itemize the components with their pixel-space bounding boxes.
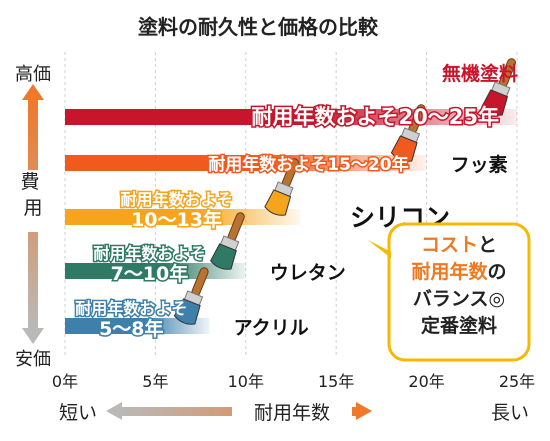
x-tick-label: 25年 [499,372,535,391]
bar [65,318,210,334]
y-axis-title-bg [20,170,46,232]
paint-brush-icon [481,58,517,116]
x-label-long: 長い [491,402,529,424]
y-axis [20,84,46,344]
bar-value-label: 耐用年数およそ [121,190,233,209]
y-axis-arrow-bottom [22,328,44,344]
bar-value-range: 7〜10年 [111,262,189,285]
x-axis-title: 耐用年数 [254,402,330,424]
x-axis-arrow-left [106,402,122,420]
category-label: フッ素 [451,153,508,176]
bar-labels: 耐用年数およそ20〜25年耐用年数およそ15〜20年耐用年数およそ10〜13年耐… [74,104,501,342]
callout: コストと 耐用年数の バランス◎ 定番塗料 [368,222,531,362]
callout-line-4: 定番塗料 [421,314,497,337]
bar [65,109,517,125]
y-label-top: 高価 [15,64,51,85]
callout-line-2: 耐用年数の [411,260,506,283]
callout-box [387,222,531,362]
callout-line-3: バランス◎ [413,288,505,310]
grid-lines [64,52,518,355]
bar-value-range: 5〜8年 [99,317,163,340]
paint-brush-icon [264,158,300,216]
y-axis-title: 費 用 [20,171,45,219]
callout-pointer [368,240,391,258]
bar-value-label: 耐用年数およそ [93,244,205,263]
bar [65,155,427,171]
x-label-short: 短い [59,402,97,424]
x-tick-label: 15年 [318,372,354,391]
x-tick-label: 0年 [52,372,78,391]
bar-value-label: 耐用年数およそ15〜20年 [208,154,408,175]
category-label: 無機塗料 [442,62,518,85]
category-label: アクリル [234,317,309,339]
x-axis-arrow-right [356,402,372,420]
paint-brush-icon [210,212,245,270]
callout-line-1: コストと [421,234,497,256]
brush-icons [173,58,517,325]
paint-brush-icon [390,104,426,162]
category-label: ウレタン [270,262,346,284]
y-label-bottom: 安価 [15,349,51,370]
paint-brush-icon [173,267,209,325]
x-tick-labels: 0年 5年 10年 15年 20年 25年 [52,372,535,391]
x-tick-label: 20年 [408,372,444,391]
bar-value-label: 耐用年数およそ20〜25年 [252,105,499,129]
bar-value-label: 耐用年数およそ [75,299,187,318]
x-axis-title-bg [232,396,352,426]
y-axis-arrow-top [22,84,44,100]
x-tick-label: 5年 [142,372,168,391]
chart-title: 塗料の耐久性と価格の比較 [138,15,379,39]
bars [65,109,517,334]
x-tick-label: 10年 [228,372,264,391]
bar-value-range: 10〜13年 [131,208,222,231]
